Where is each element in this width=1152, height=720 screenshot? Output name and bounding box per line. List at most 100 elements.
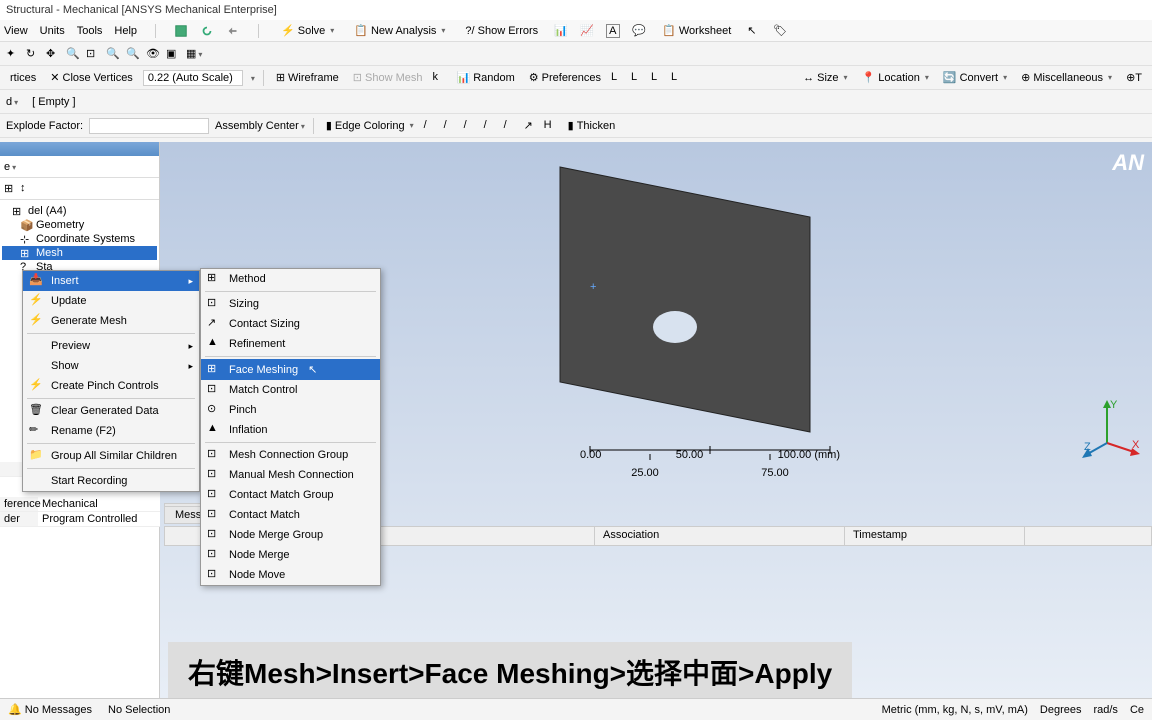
ctx-pinch[interactable]: ⊙Pinch bbox=[201, 400, 380, 420]
filter-dd[interactable]: e bbox=[4, 161, 155, 173]
ctx-contact-match-group[interactable]: ⊡Contact Match Group bbox=[201, 485, 380, 505]
show-mesh-button[interactable]: ⊡Show Mesh bbox=[349, 70, 427, 85]
ctx-node-move[interactable]: ⊡Node Move bbox=[201, 565, 380, 585]
icon1[interactable]: 📊 bbox=[554, 24, 568, 38]
menu-units[interactable]: Units bbox=[40, 25, 65, 37]
comment-icon[interactable]: 💬 bbox=[632, 24, 646, 38]
edge3-icon[interactable]: / bbox=[464, 119, 478, 133]
ctx-insert[interactable]: 📥Insert bbox=[23, 271, 199, 291]
scale-75: 75.00 bbox=[761, 467, 789, 479]
ctx-clear[interactable]: 🗑Clear Generated Data bbox=[23, 401, 199, 421]
menu-tools[interactable]: Tools bbox=[77, 25, 103, 37]
edge1-icon[interactable]: / bbox=[424, 119, 438, 133]
show-errors-button[interactable]: ?/ Show Errors bbox=[461, 24, 542, 38]
size-dd[interactable]: ↔Size bbox=[799, 71, 851, 85]
tree-model[interactable]: ⊞del (A4) bbox=[2, 204, 157, 218]
edge4-icon[interactable]: / bbox=[484, 119, 498, 133]
ctx-sizing[interactable]: ⊡Sizing bbox=[201, 294, 380, 314]
outline-toolbar: e bbox=[0, 156, 159, 178]
t-button[interactable]: ⊕T bbox=[1122, 70, 1146, 85]
arrow-icon[interactable]: ↗ bbox=[524, 119, 538, 133]
d-dd[interactable]: d bbox=[6, 96, 18, 108]
worksheet-button[interactable]: 📋Worksheet bbox=[658, 23, 735, 38]
l2-icon[interactable]: L bbox=[631, 71, 645, 85]
sort-icon[interactable]: ↕ bbox=[20, 182, 34, 196]
edge-coloring-button[interactable]: ▮Edge Coloring bbox=[322, 118, 418, 133]
l1-icon[interactable]: L bbox=[611, 71, 625, 85]
close-vertices-button[interactable]: ✕Close Vertices bbox=[46, 70, 137, 85]
edge5-icon[interactable]: / bbox=[504, 119, 518, 133]
ctx-method[interactable]: ⊞Method bbox=[201, 269, 380, 289]
ctx-update[interactable]: ⚡Update bbox=[23, 291, 199, 311]
ctx-show[interactable]: Show bbox=[23, 356, 199, 376]
l4-icon[interactable]: L bbox=[671, 71, 685, 85]
view-dd[interactable]: ▦ bbox=[186, 47, 200, 61]
explode-label: Explode Factor: bbox=[6, 120, 83, 132]
thicken-button[interactable]: ▮Thicken bbox=[564, 118, 620, 133]
ctx-contact-match[interactable]: ⊡Contact Match bbox=[201, 505, 380, 525]
ctx-record[interactable]: Start Recording bbox=[23, 471, 199, 491]
scale-0: 0.00 bbox=[580, 449, 601, 461]
iso-icon[interactable]: ▣ bbox=[166, 47, 180, 61]
ctx-node-merge-group[interactable]: ⊡Node Merge Group bbox=[201, 525, 380, 545]
svg-text:Z: Z bbox=[1084, 441, 1091, 453]
context-menu-mesh: 📥Insert ⚡Update ⚡Generate Mesh Preview S… bbox=[22, 270, 200, 492]
rotate-icon[interactable]: ↻ bbox=[26, 47, 40, 61]
text-icon[interactable]: A bbox=[606, 24, 620, 38]
ctx-contact-sizing[interactable]: ↗Contact Sizing bbox=[201, 314, 380, 334]
zoom-fit-icon[interactable]: ⊡ bbox=[86, 47, 100, 61]
tree-mesh[interactable]: ⊞Mesh bbox=[2, 246, 157, 260]
undo-icon[interactable] bbox=[226, 24, 240, 38]
separator bbox=[155, 24, 156, 38]
pan-icon[interactable]: ✥ bbox=[46, 47, 60, 61]
zoom-box-icon[interactable]: 🔍 bbox=[126, 47, 140, 61]
ctx-mesh-conn-group[interactable]: ⊡Mesh Connection Group bbox=[201, 445, 380, 465]
ctx-inflation[interactable]: ▲Inflation bbox=[201, 420, 380, 440]
triad[interactable]: Y X Z bbox=[1082, 398, 1142, 468]
expand-icon[interactable]: ⊞ bbox=[4, 182, 18, 196]
vertices-button[interactable]: rtices bbox=[6, 71, 40, 85]
assembly-dd[interactable]: Assembly Center bbox=[215, 120, 305, 132]
ctx-rename[interactable]: ✏Rename (F2) bbox=[23, 421, 199, 441]
tree-coord[interactable]: ⊹Coordinate Systems bbox=[2, 232, 157, 246]
status-rad: rad/s bbox=[1093, 704, 1117, 716]
explode-input[interactable] bbox=[89, 118, 209, 134]
zoom-all-icon[interactable]: 🔍 bbox=[106, 47, 120, 61]
menu-view[interactable]: View bbox=[4, 25, 28, 37]
wireframe-button[interactable]: ⊞Wireframe bbox=[272, 70, 343, 85]
new-analysis-button[interactable]: 📋New Analysis bbox=[350, 23, 449, 38]
ctx-match-control[interactable]: ⊡Match Control bbox=[201, 380, 380, 400]
ctx-manual-conn[interactable]: ⊡Manual Mesh Connection bbox=[201, 465, 380, 485]
k-icon[interactable]: k bbox=[432, 71, 446, 85]
ctx-refinement[interactable]: ▲Refinement bbox=[201, 334, 380, 354]
ctx-pinch[interactable]: ⚡Create Pinch Controls bbox=[23, 376, 199, 396]
menu-help[interactable]: Help bbox=[114, 25, 137, 37]
convert-dd[interactable]: 🔄Convert bbox=[939, 70, 1011, 85]
status-degrees: Degrees bbox=[1040, 704, 1082, 716]
ctx-group[interactable]: 📁Group All Similar Children bbox=[23, 446, 199, 466]
refresh-icon[interactable] bbox=[200, 24, 214, 38]
edge2-icon[interactable]: / bbox=[444, 119, 458, 133]
tree-geometry[interactable]: 📦Geometry bbox=[2, 218, 157, 232]
l3-icon[interactable]: L bbox=[651, 71, 665, 85]
ctx-face-meshing[interactable]: ⊞Face Meshing↖ bbox=[201, 359, 380, 380]
tag-icon[interactable]: 🏷 bbox=[773, 24, 787, 38]
misc-dd[interactable]: ⊕Miscellaneous bbox=[1017, 70, 1116, 85]
preferences-button[interactable]: ⚙Preferences bbox=[525, 70, 605, 85]
direction-icon[interactable]: ✦ bbox=[6, 47, 20, 61]
icon2[interactable]: 📈 bbox=[580, 24, 594, 38]
location-dd[interactable]: 📍Location bbox=[858, 70, 933, 85]
ctx-preview[interactable]: Preview bbox=[23, 336, 199, 356]
save-icon[interactable] bbox=[174, 24, 188, 38]
scale-input[interactable] bbox=[143, 70, 243, 86]
ctx-node-merge[interactable]: ⊡Node Merge bbox=[201, 545, 380, 565]
pointer-icon[interactable]: ↖ bbox=[747, 24, 761, 38]
scale-dd[interactable] bbox=[249, 72, 255, 84]
random-button[interactable]: 📊Random bbox=[452, 70, 518, 85]
separator bbox=[27, 333, 195, 334]
solve-button[interactable]: ⚡Solve bbox=[277, 23, 338, 38]
ctx-generate[interactable]: ⚡Generate Mesh bbox=[23, 311, 199, 331]
zoom-icon[interactable]: 🔍 bbox=[66, 47, 80, 61]
h-icon[interactable]: H bbox=[544, 119, 558, 133]
look-icon[interactable]: 👁 bbox=[146, 47, 160, 61]
